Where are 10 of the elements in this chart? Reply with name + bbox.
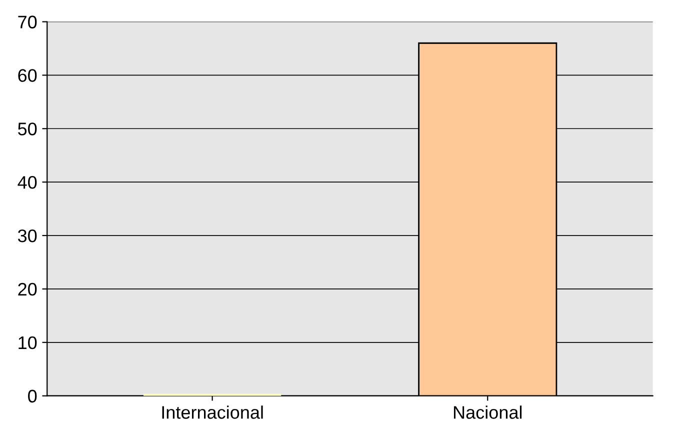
y-tick-label: 40 (18, 176, 37, 189)
y-tick-label: 30 (18, 229, 37, 242)
y-tick-label: 50 (18, 122, 37, 136)
y-tick-label: 10 (18, 336, 37, 350)
y-tick-label: 20 (18, 282, 37, 296)
y-tick-label: 60 (18, 69, 37, 82)
y-tick-label: 70 (18, 16, 37, 28)
x-tick-label: Internacional (162, 406, 263, 419)
x-tick-label: Nacional (454, 406, 522, 419)
y-tick-label: 0 (28, 390, 37, 403)
